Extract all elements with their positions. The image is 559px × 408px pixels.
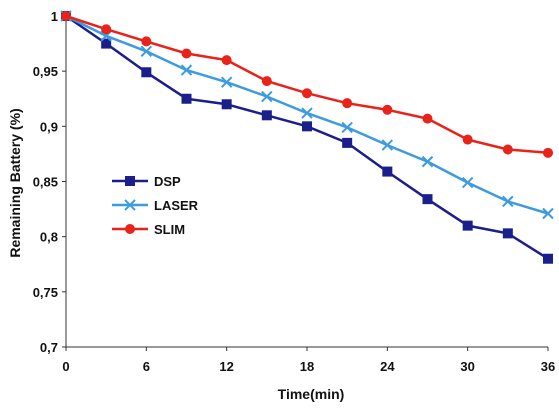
- legend-item-laser: LASER: [112, 198, 199, 213]
- x-axis-title: Time(min): [278, 386, 345, 402]
- data-point-slim: [382, 104, 393, 115]
- data-point-laser: [220, 76, 233, 88]
- data-point-dsp: [382, 166, 393, 177]
- data-point-dsp: [543, 253, 553, 264]
- legend-label-slim: SLIM: [154, 222, 185, 237]
- legend-marker-slim: [125, 224, 135, 234]
- series-dsp: [61, 11, 553, 264]
- data-point-dsp: [221, 99, 232, 110]
- x-tick-label: 12: [219, 359, 233, 374]
- data-point-slim: [61, 11, 71, 21]
- x-tick-label: 36: [541, 359, 555, 374]
- data-point-slim: [422, 113, 433, 124]
- data-point-slim: [302, 88, 312, 99]
- x-tick-label: 24: [380, 359, 395, 374]
- series-slim: [61, 11, 553, 158]
- data-point-slim: [462, 134, 473, 145]
- x-tick-label: 6: [143, 359, 150, 374]
- legend-label-dsp: DSP: [154, 174, 181, 189]
- data-point-laser: [341, 121, 353, 134]
- y-axis-ticks: 0,7 0,75 0,8 0,85 0,9 0,95 1: [33, 9, 66, 355]
- data-point-slim: [543, 147, 553, 158]
- legend-label-laser: LASER: [154, 198, 199, 213]
- series-line-dsp: [65, 14, 549, 260]
- legend-item-dsp: DSP: [112, 174, 181, 189]
- data-point-slim: [101, 24, 112, 35]
- series-laser: [60, 10, 554, 220]
- data-point-slim: [221, 55, 232, 66]
- data-point-dsp: [302, 121, 312, 132]
- data-point-laser: [261, 90, 273, 103]
- data-point-laser: [140, 45, 153, 58]
- data-point-slim: [181, 48, 192, 59]
- data-point-slim: [342, 98, 353, 109]
- y-tick-label: 0,9: [40, 119, 58, 134]
- data-point-laser: [381, 139, 394, 151]
- x-tick-label: 30: [460, 359, 474, 374]
- data-point-dsp: [101, 38, 112, 49]
- y-tick-label: 0,75: [33, 285, 58, 300]
- data-point-laser: [301, 107, 313, 119]
- legend-marker-laser: [124, 199, 136, 211]
- y-tick-label: 0,8: [40, 230, 58, 245]
- data-point-dsp: [342, 137, 353, 148]
- data-point-slim: [261, 76, 272, 87]
- y-tick-label: 0,7: [40, 340, 58, 355]
- data-point-laser: [542, 207, 554, 220]
- y-tick-label: 0,95: [33, 64, 58, 79]
- legend: DSP LASER SLIM: [112, 174, 199, 237]
- data-point-dsp: [261, 110, 272, 121]
- data-point-laser: [421, 155, 434, 168]
- series-layer: [60, 10, 554, 264]
- x-tick-label: 18: [300, 359, 314, 374]
- data-point-slim: [502, 144, 513, 155]
- data-point-dsp: [141, 67, 152, 78]
- data-point-slim: [141, 36, 152, 47]
- legend-item-slim: SLIM: [112, 222, 185, 237]
- data-point-dsp: [502, 228, 513, 239]
- x-axis-ticks: 0 6 12 18 24 30 36: [62, 347, 555, 374]
- series-line-laser: [65, 14, 549, 215]
- x-tick-label: 0: [62, 359, 69, 374]
- data-point-laser: [461, 176, 474, 189]
- data-point-laser: [180, 64, 193, 76]
- data-point-dsp: [422, 194, 433, 205]
- series-line-slim: [65, 14, 549, 155]
- y-tick-label: 0,85: [33, 175, 58, 190]
- data-point-laser: [502, 195, 514, 208]
- data-point-dsp: [462, 220, 473, 231]
- data-point-dsp: [181, 93, 192, 104]
- legend-marker-dsp: [125, 176, 135, 186]
- y-axis-title: Remaining Battery (%): [7, 108, 23, 257]
- y-tick-label: 1: [51, 9, 58, 24]
